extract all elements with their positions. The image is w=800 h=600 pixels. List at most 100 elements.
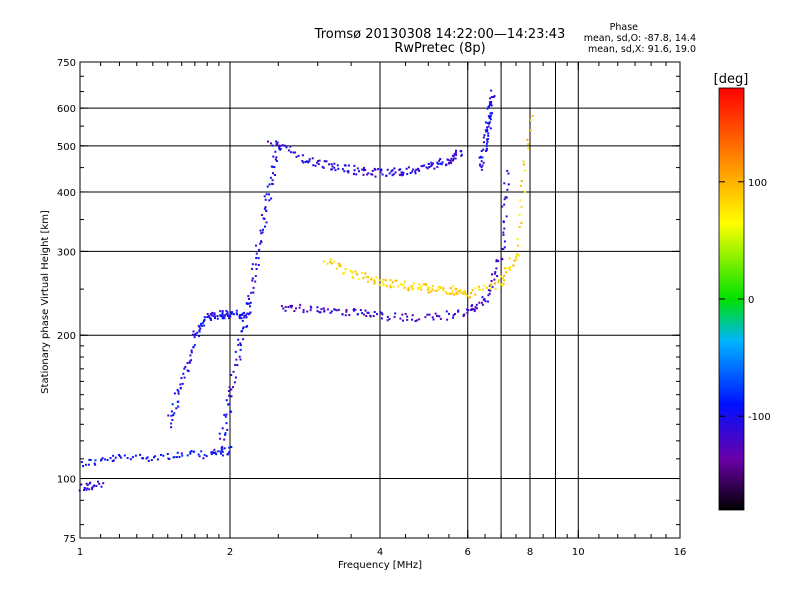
echo-point: [288, 149, 291, 152]
echo-point: [241, 312, 244, 315]
echo-point: [317, 163, 320, 166]
chart-subtitle: RwPretec (8p): [394, 41, 486, 56]
echo-point: [523, 169, 526, 172]
echo-point: [171, 419, 174, 421]
colorbar-tick-label: 0: [748, 295, 754, 306]
echo-point: [228, 451, 231, 453]
echo-point: [207, 315, 210, 318]
echo-point: [489, 118, 492, 121]
echo-point: [431, 285, 434, 288]
echo-point: [486, 128, 489, 131]
echo-point: [297, 154, 300, 157]
echo-point: [214, 317, 216, 320]
echo-point: [322, 166, 325, 169]
echo-point: [227, 314, 230, 317]
echo-point: [398, 173, 401, 176]
echo-point: [281, 144, 284, 147]
echo-point: [329, 311, 332, 314]
echo-point: [336, 164, 339, 167]
echo-point: [249, 305, 251, 308]
echo-point: [361, 168, 364, 171]
echo-point: [428, 166, 431, 168]
echo-point: [101, 457, 104, 460]
echo-point: [527, 147, 530, 150]
echo-point: [230, 395, 233, 398]
phase-stats-heading: Phase: [609, 22, 638, 33]
echo-point: [367, 172, 370, 175]
echo-point: [93, 484, 96, 487]
echo-point: [520, 205, 523, 208]
echo-point: [265, 221, 268, 224]
echo-point: [459, 288, 462, 291]
echo-point: [453, 293, 456, 296]
y-tick-label: 200: [57, 331, 76, 342]
echo-point: [386, 319, 389, 322]
echo-point: [236, 364, 239, 367]
echo-point: [358, 170, 360, 173]
echo-point: [268, 199, 271, 202]
echo-point: [234, 350, 237, 353]
echo-point: [211, 450, 214, 453]
echo-point: [479, 164, 481, 167]
echo-point: [325, 160, 328, 163]
echo-point: [189, 354, 192, 357]
echo-point: [219, 314, 222, 317]
echo-point: [82, 465, 84, 468]
echo-point: [232, 313, 235, 316]
echo-point: [203, 318, 206, 321]
echo-point: [427, 163, 430, 165]
echo-point: [259, 229, 262, 232]
echo-point: [274, 158, 277, 161]
echo-point: [203, 454, 206, 456]
echo-point: [197, 453, 200, 456]
echo-point: [188, 360, 191, 363]
echo-point: [381, 173, 384, 176]
echo-point: [212, 452, 215, 455]
echo-point: [254, 280, 257, 283]
echo-point: [431, 316, 434, 319]
echo-point: [453, 152, 456, 155]
echo-point: [177, 405, 180, 408]
echo-point: [355, 173, 358, 176]
echo-point: [226, 313, 229, 316]
echo-point: [94, 459, 97, 462]
echo-point: [473, 310, 476, 313]
echo-point: [118, 455, 121, 458]
echo-point: [418, 169, 421, 172]
echo-point: [102, 482, 105, 485]
echo-point: [381, 281, 384, 284]
y-tick-label: 75: [63, 534, 76, 545]
echo-point: [100, 485, 103, 488]
echo-point: [512, 264, 515, 267]
echo-point: [367, 311, 370, 314]
echo-point: [333, 308, 336, 311]
echo-point: [389, 279, 392, 282]
echo-point: [271, 144, 274, 147]
echo-point: [239, 344, 242, 347]
echo-point: [226, 311, 229, 314]
echo-point: [330, 310, 333, 313]
echo-point: [400, 283, 402, 285]
echo-point: [447, 292, 450, 295]
echo-point: [502, 233, 505, 236]
echo-point: [460, 291, 463, 294]
echo-point: [228, 394, 230, 397]
echo-point: [530, 119, 532, 122]
echo-point: [239, 358, 242, 361]
echo-point: [260, 240, 263, 243]
echo-point: [85, 482, 88, 485]
echo-point: [220, 449, 223, 452]
echo-point: [425, 166, 428, 169]
echo-point: [359, 309, 362, 312]
echo-point: [481, 156, 484, 159]
echo-point: [251, 279, 254, 282]
echo-point: [464, 293, 467, 296]
echo-point: [437, 162, 440, 165]
echo-point: [191, 333, 194, 336]
echo-point: [381, 313, 384, 316]
echo-point: [426, 167, 429, 170]
echo-point: [478, 285, 480, 288]
echo-point: [221, 451, 224, 453]
echo-point: [424, 316, 427, 319]
echo-point: [109, 457, 112, 460]
